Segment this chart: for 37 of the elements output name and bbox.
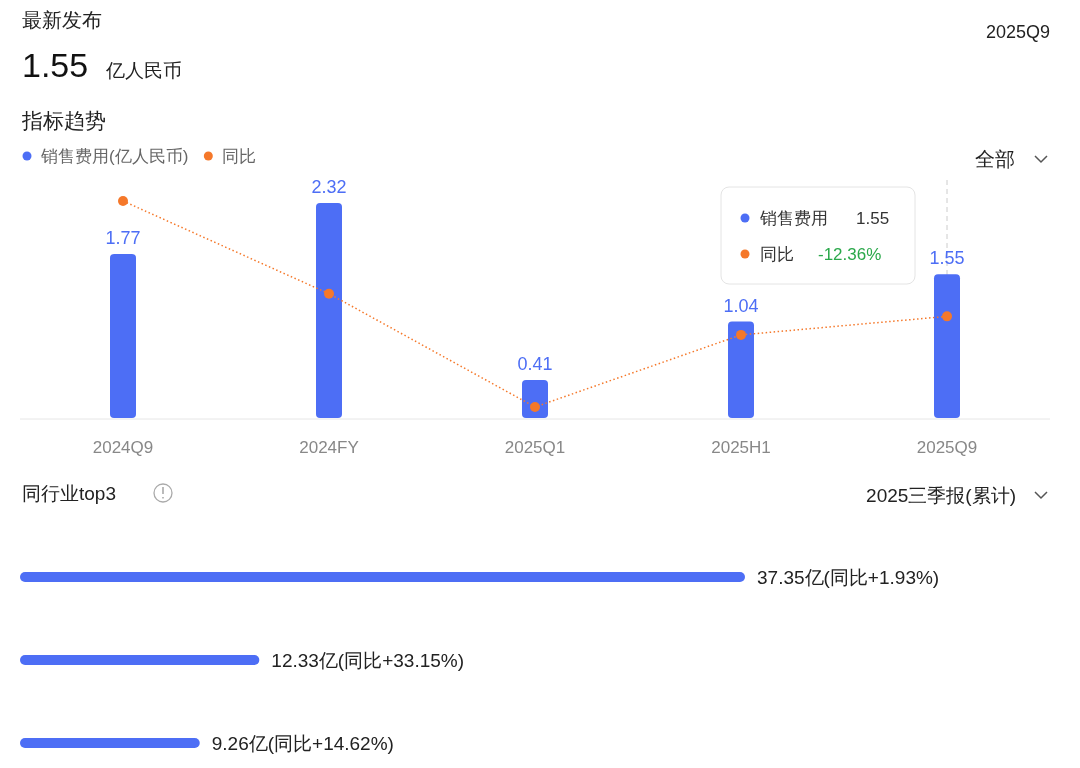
bar <box>934 274 960 418</box>
annotation: 销售费用 <box>759 209 828 228</box>
annotation: 同比 <box>760 245 794 264</box>
x-tick-label: 2025H1 <box>711 438 771 457</box>
annotation: -12.36% <box>818 245 882 264</box>
data-label: 12.33亿(同比+33.15%) <box>271 650 465 671</box>
bar <box>728 321 754 418</box>
data-label: 1.55 <box>929 248 965 269</box>
bar <box>316 203 342 418</box>
data-label: 9.26亿(同比+14.62%) <box>211 733 394 754</box>
text: 最新发布 <box>22 9 102 31</box>
text: 2025Q9 <box>985 22 1050 42</box>
data-label: 2.32 <box>311 177 347 197</box>
point <box>118 196 128 206</box>
data-label: 0.41 <box>517 354 553 374</box>
x-tick-label: 2024Q9 <box>92 438 154 457</box>
point <box>324 288 334 299</box>
point <box>736 329 746 340</box>
annotation: 1.55 <box>856 209 890 228</box>
legend-label: 同比 <box>222 147 257 166</box>
bar <box>110 253 136 418</box>
data-label: 1.77 <box>105 227 141 248</box>
point <box>530 402 540 412</box>
x-tick-label: 2024FY <box>299 438 359 457</box>
text: 1.55 <box>22 46 89 84</box>
legend-label: 销售费用(亿人民币) <box>40 147 189 166</box>
text: 亿人民币 <box>105 60 182 81</box>
bar <box>522 380 548 418</box>
x-tick-label: 2025Q9 <box>916 438 978 457</box>
point <box>942 311 952 322</box>
chart-title: 同行业top3 <box>22 483 116 504</box>
text: 2025三季报(累计) <box>866 485 1016 506</box>
data-label: 37.35亿(同比+1.93%) <box>757 567 940 588</box>
data-label: 1.04 <box>723 295 759 316</box>
text: 全部 <box>975 148 1015 170</box>
x-tick-label: 2025Q1 <box>504 438 566 457</box>
chart-title: 指标趋势 <box>21 109 106 132</box>
